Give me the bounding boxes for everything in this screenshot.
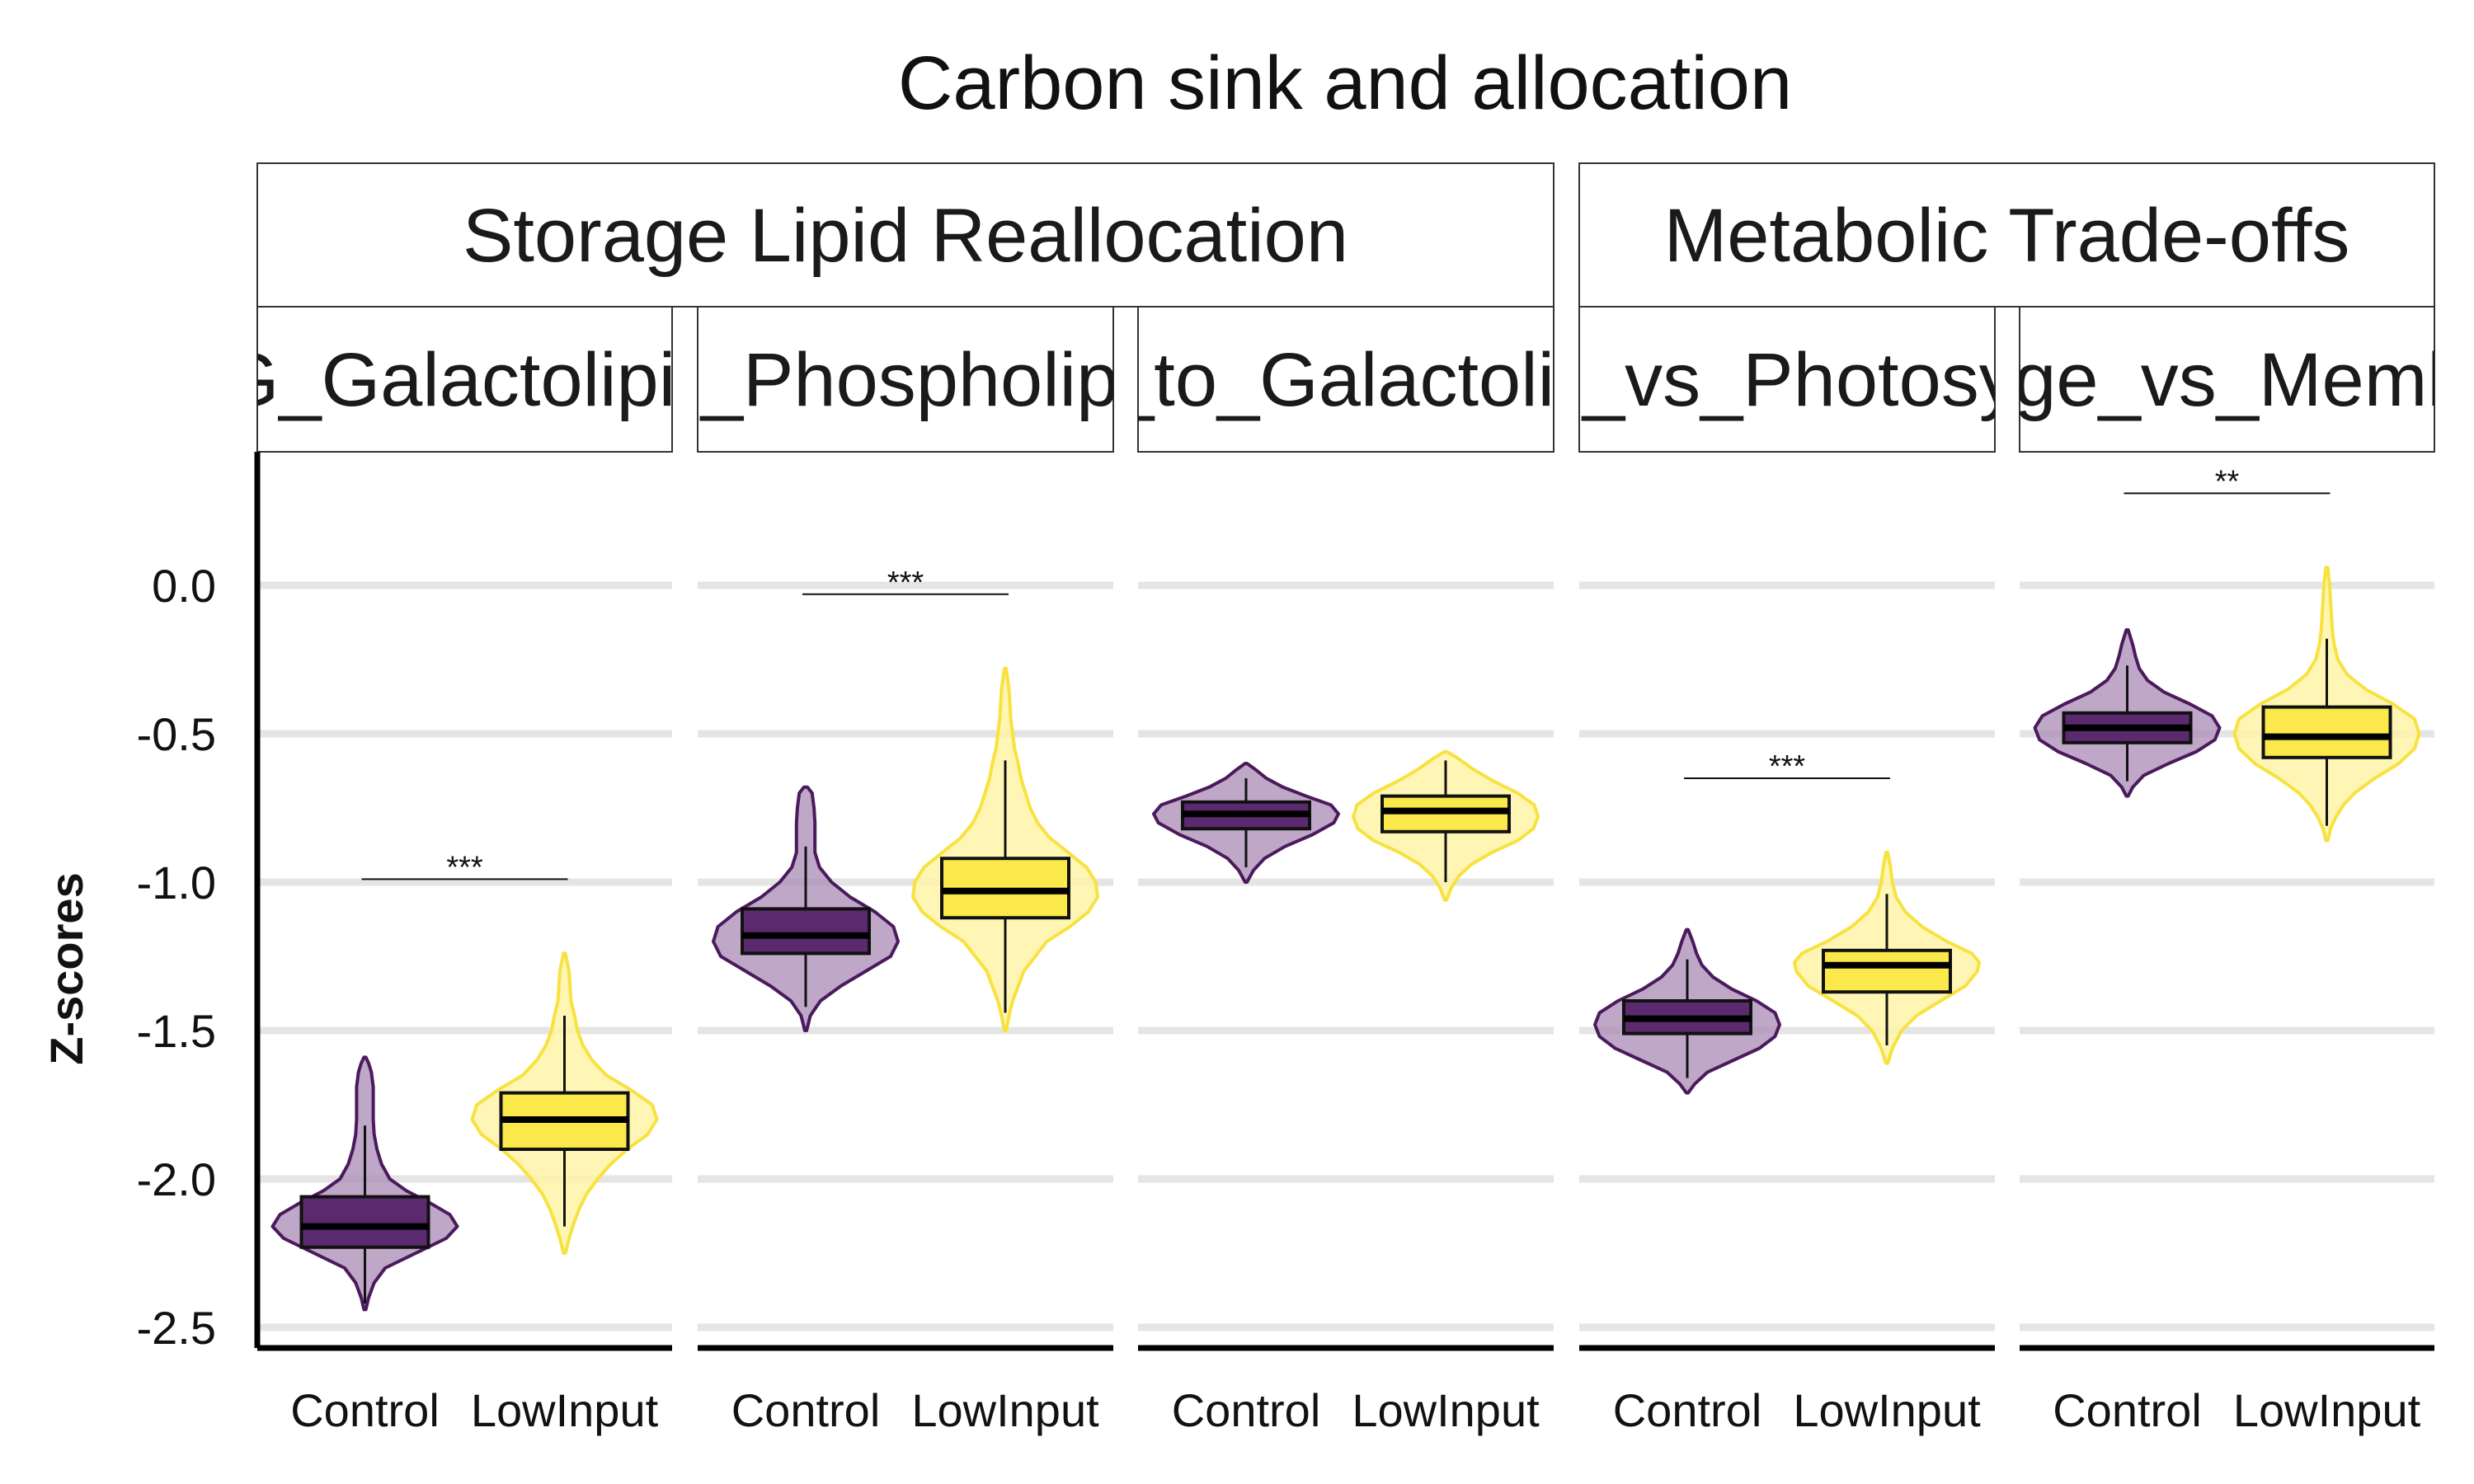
- group-header-box: [256, 162, 1554, 308]
- group-header-label: Storage Lipid Reallocation: [463, 194, 1348, 278]
- box-lowinput: [2261, 705, 2392, 759]
- x-tick-label: LowInput: [2233, 1384, 2421, 1436]
- facet-strip-clip-group: DG_to_Galactolipids: [998, 338, 1694, 422]
- y-tick-label: -2.5: [137, 1302, 217, 1354]
- x-tick-label: LowInput: [1352, 1384, 1540, 1436]
- y-tick-label: -1.0: [137, 857, 217, 909]
- significance-label: **: [2215, 464, 2240, 499]
- facet-strip-label: TG_Galactolipids: [174, 338, 756, 422]
- x-tick-label: Control: [1172, 1384, 1321, 1436]
- x-tick-label: LowInput: [911, 1384, 1099, 1436]
- facet-strip-label: Storage_vs_Photosynthesis: [1317, 338, 2257, 422]
- group-header-label: Metabolic Trade-offs: [1664, 194, 2350, 278]
- facet-strips: Storage Lipid Reallocation Metabolic Trad…: [174, 162, 2474, 453]
- axes-layer: Control LowInput Control LowInput Control Low…: [137, 452, 2434, 1436]
- facet-strip-box: [2019, 306, 2435, 453]
- significance-label: ***: [1769, 749, 1806, 784]
- data-layer: ***********: [270, 464, 2421, 1312]
- significance-label: ***: [446, 850, 483, 885]
- facet-strip-clip-group: Storage_vs_Membrane: [1832, 338, 2474, 422]
- chart-title: Carbon sink and allocation: [898, 41, 1792, 125]
- box-control: [299, 1195, 430, 1249]
- y-tick-label: 0.0: [152, 560, 216, 612]
- facet-strip-box: [697, 306, 1114, 453]
- facet-strip-box: [1578, 306, 1996, 453]
- box-lowinput: [1822, 948, 1952, 994]
- facet-strip-label: DG_to_Galactolipids: [998, 338, 1694, 422]
- x-tick-label: Control: [731, 1384, 881, 1436]
- facet-strip-box: [256, 306, 673, 453]
- y-tick-label: -0.5: [137, 708, 217, 760]
- facet-strip-box: [1137, 306, 1554, 453]
- facet-strip-clip-group: Storage_vs_Photosynthesis: [1317, 338, 2257, 422]
- y-tick-label: -2.0: [137, 1153, 217, 1205]
- significance-label: ***: [887, 566, 924, 600]
- facet-strip-clip-group: TG_Phospholipids: [595, 338, 1216, 422]
- x-tick-label: Control: [2053, 1384, 2202, 1436]
- x-tick-label: Control: [290, 1384, 440, 1436]
- x-tick-label: Control: [1613, 1384, 1762, 1436]
- x-tick-label: LowInput: [1793, 1384, 1981, 1436]
- y-axis-label: Z-scores: [40, 872, 92, 1064]
- facet-strip-label: TG_Phospholipids: [595, 338, 1216, 422]
- x-tick-label: LowInput: [471, 1384, 659, 1436]
- facet-strip-clip-group: TG_Galactolipids: [174, 338, 756, 422]
- group-header-box: [1578, 162, 2435, 308]
- facet-strip-label: Storage_vs_Membrane: [1832, 338, 2474, 422]
- y-tick-label: -1.5: [137, 1005, 217, 1057]
- box-control: [741, 907, 871, 956]
